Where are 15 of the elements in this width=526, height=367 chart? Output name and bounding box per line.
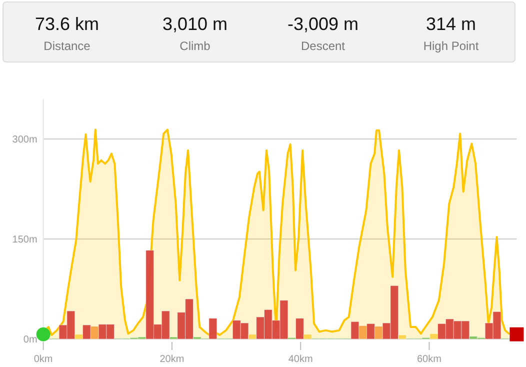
text: Descent xyxy=(300,39,346,53)
text: 73.6 km xyxy=(34,14,100,34)
x-tick-label: 40km xyxy=(288,354,313,365)
text: Distance xyxy=(44,39,91,53)
text: 3,010 m xyxy=(162,14,228,34)
y-tick-label: 150m xyxy=(12,234,38,246)
text: -3,009 m xyxy=(287,14,359,34)
text: Climb xyxy=(180,39,211,53)
x-tick-label: 60km xyxy=(416,354,442,365)
text: High Point xyxy=(423,39,480,53)
x-tick-label: 20km xyxy=(160,354,184,365)
text: 314 m xyxy=(426,14,476,34)
y-tick-label: 0m xyxy=(23,334,38,346)
y-tick-label: 300m xyxy=(12,134,38,146)
x-tick-label: 0km xyxy=(34,354,53,365)
